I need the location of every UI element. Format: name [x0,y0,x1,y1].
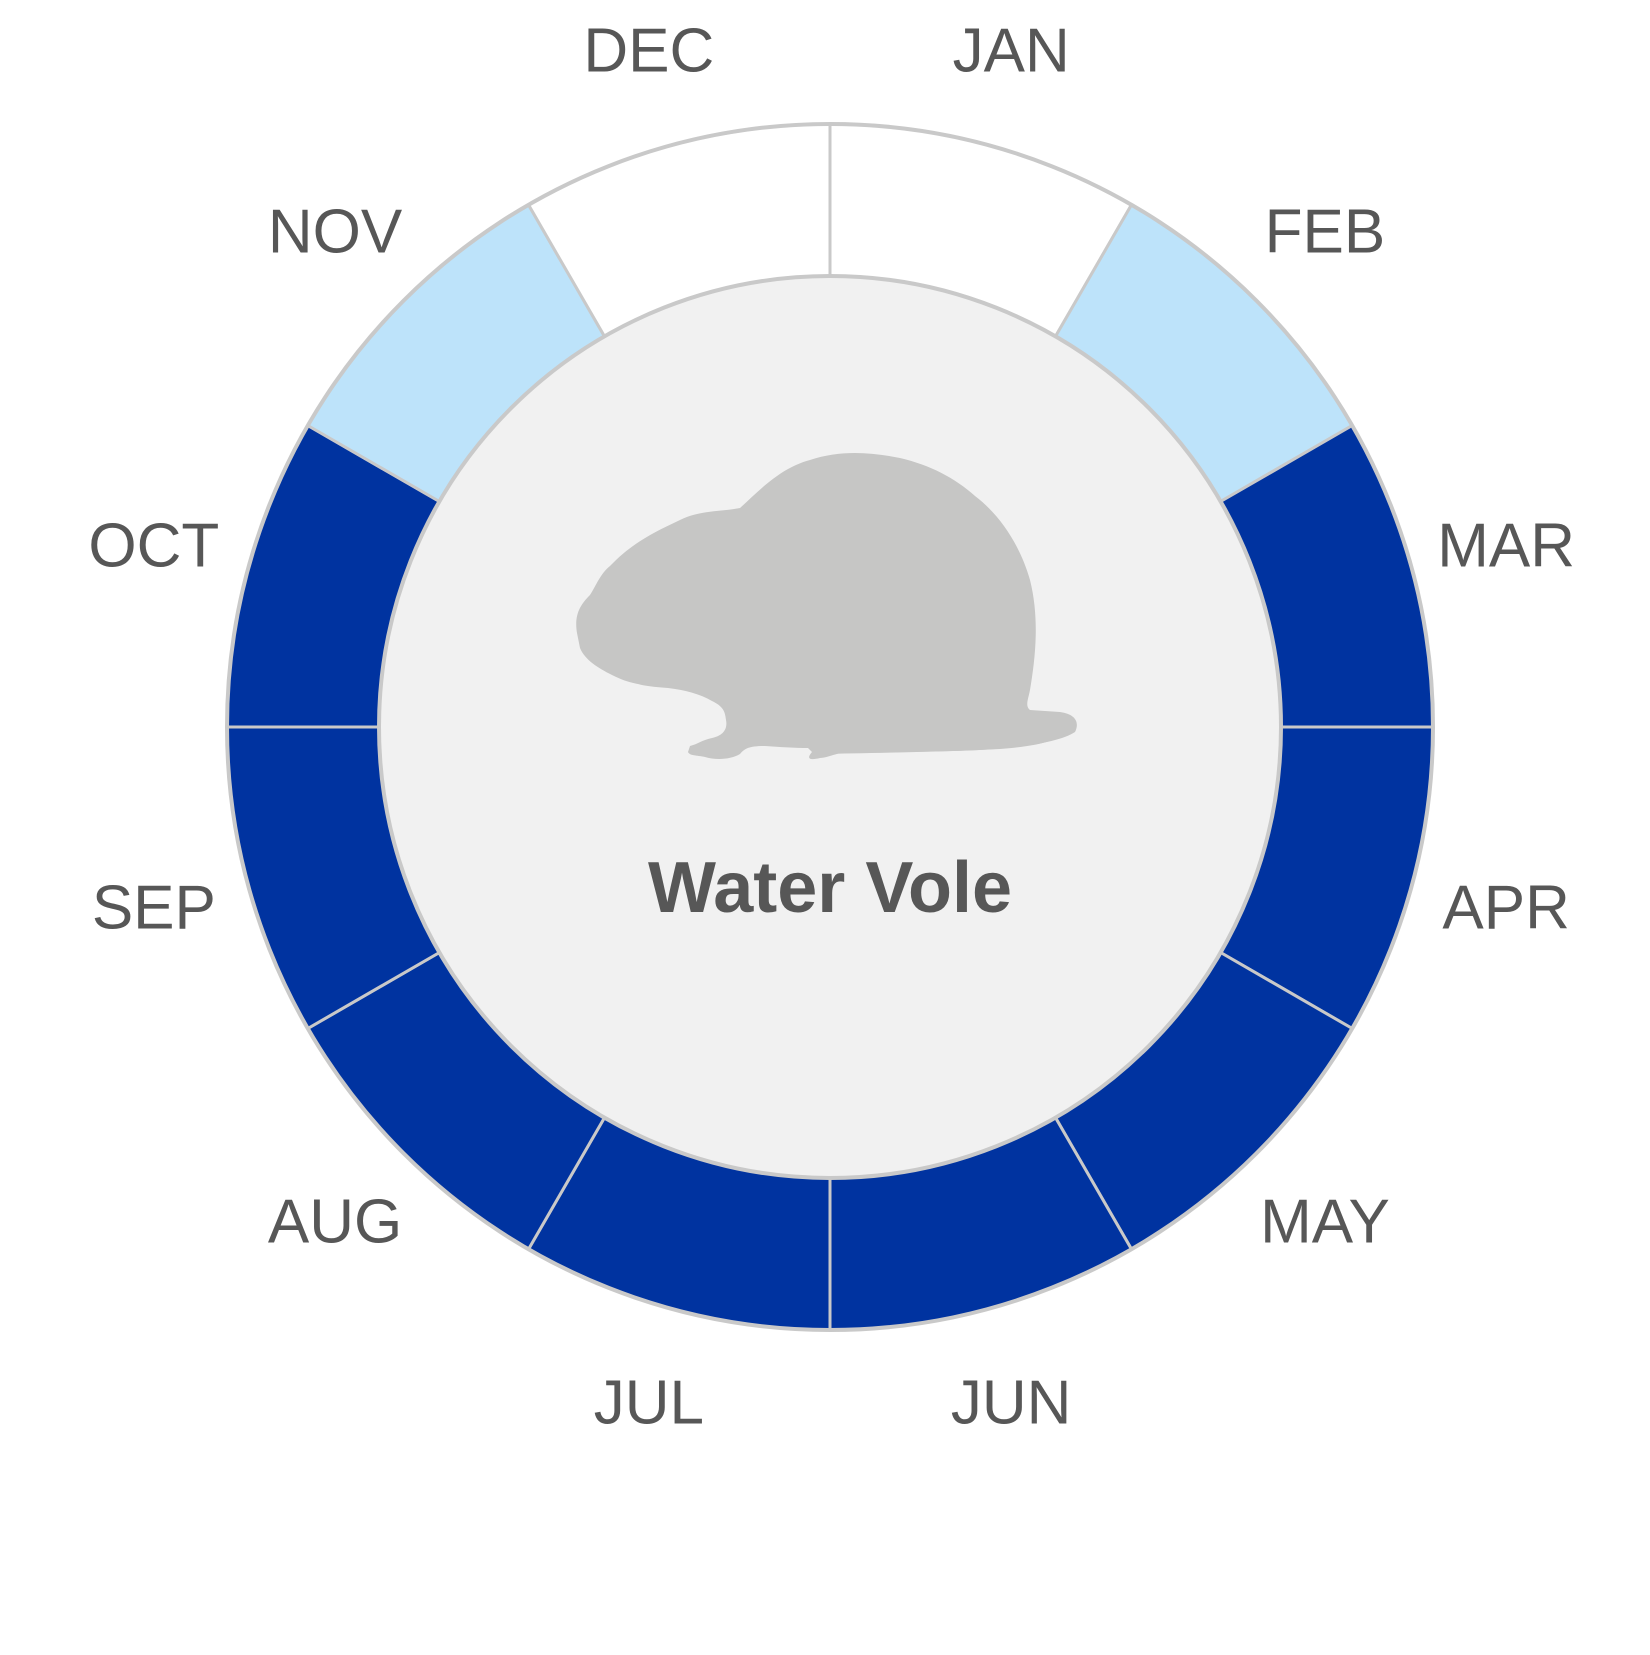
month-label-apr: APR [1442,874,1569,943]
species-name: Water Vole [648,848,1012,928]
month-label-mar: MAR [1437,511,1575,580]
month-label-dec: DEC [583,16,714,85]
month-label-oct: OCT [88,511,219,580]
ring-outer-border [225,122,1435,1332]
water-vole-silhouette-icon [576,453,1077,760]
month-label-jul: JUL [594,1369,704,1438]
month-label-nov: NOV [268,198,403,267]
month-label-aug: AUG [268,1187,402,1256]
month-labels: JAN FEB MAR APR MAY JUN JUL AUG SEP OCT NOV DEC [88,16,1575,1437]
vole-body-shape [576,453,1077,760]
month-segments [225,122,1435,1332]
month-label-feb: FEB [1265,198,1386,267]
month-label-jun: JUN [951,1369,1072,1438]
month-label-sep: SEP [92,874,216,943]
vole-tail-shape [815,726,1068,754]
month-label-jan: JAN [953,16,1070,85]
month-label-may: MAY [1260,1187,1390,1256]
